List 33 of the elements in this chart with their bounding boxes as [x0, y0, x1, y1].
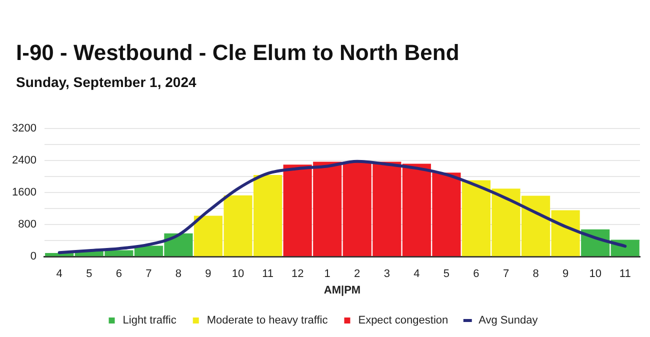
x-tick-label: 10	[232, 268, 244, 280]
x-tick-label: 5	[443, 268, 450, 280]
legend-label: Expect congestion	[358, 314, 448, 327]
legend-label: Avg Sunday	[478, 314, 538, 327]
x-tick-label: 6	[473, 268, 480, 280]
legend-label: Moderate to heavy traffic	[206, 314, 328, 327]
y-tick-label: 800	[18, 218, 36, 231]
x-tick-label: 1	[324, 268, 330, 280]
x-tick-label: 2	[354, 268, 360, 280]
legend-label: Light traffic	[122, 314, 177, 327]
x-tick-label: 9	[562, 268, 569, 280]
x-tick-label: 6	[116, 268, 122, 280]
x-tick-label: 4	[56, 268, 62, 280]
x-axis-title: AM|PM	[324, 284, 361, 296]
y-tick-label: 2400	[12, 154, 36, 167]
x-tick-label: 5	[86, 268, 92, 280]
x-tick-label: 3	[384, 268, 390, 280]
chart-title: I-90 - Westbound - Cle Elum to North Bend	[16, 40, 460, 66]
x-tick-label: 7	[146, 268, 152, 280]
line-series	[58, 160, 627, 254]
x-tick-label: 11	[619, 268, 631, 280]
y-tick-label: 3200	[12, 122, 36, 135]
y-tick-label: 1600	[12, 186, 36, 199]
x-tick-label: 8	[175, 268, 182, 280]
x-tick-label: 4	[414, 268, 420, 280]
x-tick-label: 11	[262, 268, 274, 280]
x-tick-label: 10	[589, 268, 602, 280]
x-tick-label: 7	[502, 268, 510, 280]
x-tick-label: 8	[532, 268, 539, 280]
chart-subtitle: Sunday, September 1, 2024	[16, 74, 196, 90]
y-tick-label: 0	[30, 250, 36, 263]
x-tick-label: 12	[291, 268, 304, 280]
x-tick-label: 9	[205, 268, 212, 280]
